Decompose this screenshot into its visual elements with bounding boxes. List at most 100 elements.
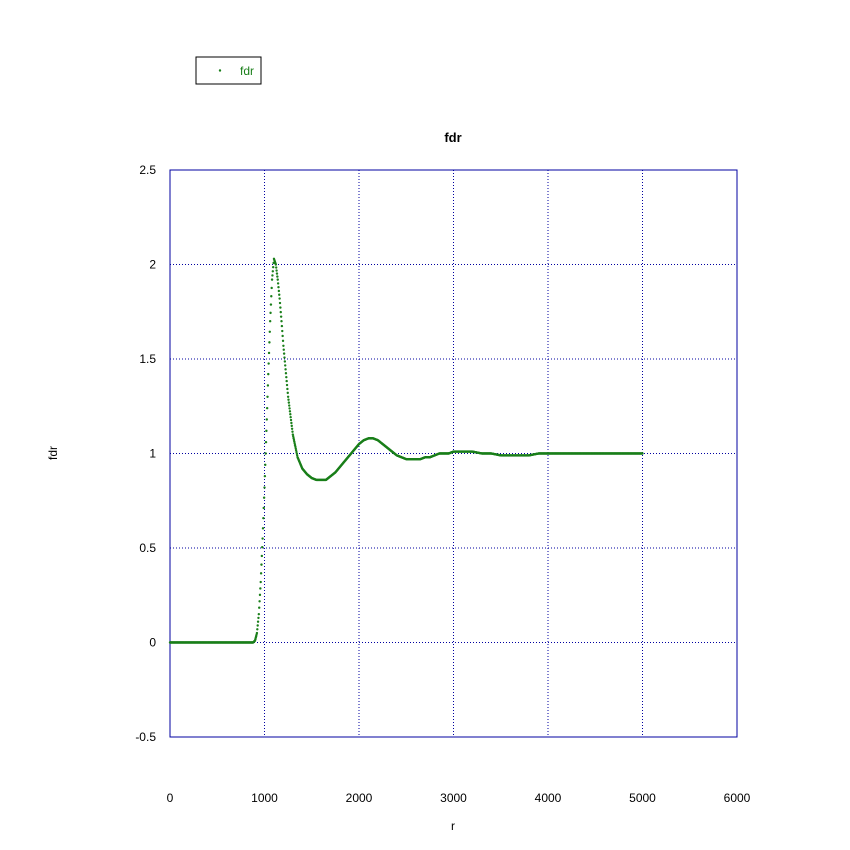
data-point <box>257 612 261 616</box>
data-point <box>263 474 267 478</box>
data-point <box>271 270 275 273</box>
data-point <box>282 348 285 351</box>
data-point <box>283 360 287 363</box>
data-point <box>278 297 281 300</box>
data-point <box>269 303 273 306</box>
y-tick-label: 0.5 <box>139 541 156 555</box>
data-point <box>267 351 271 355</box>
data-point <box>282 352 286 355</box>
y-tick-label: 2 <box>149 258 156 272</box>
data-point <box>258 600 261 603</box>
data-point <box>268 330 271 333</box>
data-point <box>278 301 282 305</box>
data-point <box>275 266 278 269</box>
data-point <box>284 364 287 367</box>
data-point <box>270 295 273 298</box>
data-point <box>271 274 274 277</box>
data-point <box>267 372 270 376</box>
data-point <box>261 527 265 530</box>
data-point <box>275 269 278 272</box>
data-point <box>280 320 283 323</box>
data-point <box>267 362 270 365</box>
data-point <box>256 624 259 627</box>
data-point <box>268 320 272 323</box>
y-tick-label: 1.5 <box>139 352 156 366</box>
chart-title: fdr <box>444 130 461 145</box>
data-point <box>258 593 262 597</box>
data-point <box>279 315 283 318</box>
data-point <box>288 410 292 413</box>
legend-label: fdr <box>240 64 254 78</box>
data-point <box>282 344 285 347</box>
data-point <box>289 413 292 416</box>
data-point <box>266 395 269 398</box>
data-point <box>283 356 286 359</box>
legend-marker <box>218 69 222 72</box>
x-tick-labels: 0 1000 2000 3000 4000 5000 6000 <box>167 791 751 805</box>
x-tick-label: 5000 <box>629 791 656 805</box>
data-point <box>263 486 266 489</box>
legend: fdr <box>195 56 262 85</box>
data-point <box>276 275 279 278</box>
data-point <box>264 452 267 455</box>
data-point <box>270 286 273 290</box>
data-point <box>291 430 294 433</box>
data-point <box>279 306 282 309</box>
data-point <box>268 341 271 344</box>
x-tick-label: 4000 <box>535 791 562 805</box>
y-tick-label: 1 <box>149 447 156 461</box>
data-point <box>281 329 284 333</box>
data-point <box>262 516 265 520</box>
data-point <box>259 580 262 584</box>
x-tick-label: 3000 <box>440 791 467 805</box>
data-point <box>281 334 284 338</box>
x-tick-label: 1000 <box>251 791 278 805</box>
data-point <box>259 572 263 575</box>
y-tick-label: -0.5 <box>135 730 156 744</box>
data-point <box>264 463 267 467</box>
data-point <box>284 368 287 371</box>
data-point <box>278 293 281 296</box>
data-point <box>271 265 275 269</box>
data-point <box>276 282 280 285</box>
data-point <box>285 379 288 383</box>
data-point <box>269 311 272 315</box>
data-point <box>266 384 270 387</box>
data-point <box>262 506 265 510</box>
data-point <box>285 375 288 379</box>
data-point <box>641 452 644 455</box>
legend-box <box>195 56 262 85</box>
x-tick-label: 6000 <box>724 791 751 805</box>
data-point <box>276 278 279 281</box>
data-point <box>290 421 293 425</box>
data-point <box>260 554 264 558</box>
data-point <box>264 440 268 444</box>
data-point <box>270 278 274 281</box>
data-point <box>257 616 260 620</box>
data-point <box>265 418 268 421</box>
x-axis-title: r <box>451 819 455 833</box>
data-point <box>256 620 260 623</box>
data-point <box>262 496 266 499</box>
data-point <box>286 391 289 395</box>
data-point <box>288 407 291 410</box>
plot-frame <box>169 169 738 738</box>
series-fdr <box>168 257 644 644</box>
y-tick-label: 0 <box>149 636 156 650</box>
data-point <box>261 537 264 540</box>
data-point <box>260 563 263 566</box>
y-tick-label: 2.5 <box>139 163 156 177</box>
data-point <box>286 395 290 398</box>
data-point <box>256 628 259 631</box>
data-point <box>284 372 288 375</box>
data-point <box>277 285 280 289</box>
y-axis-title: fdr <box>46 446 60 460</box>
data-point <box>290 427 294 430</box>
data-point <box>277 289 281 293</box>
data-point <box>279 310 282 314</box>
data-point <box>258 606 261 609</box>
data-point <box>281 339 285 343</box>
data-point <box>265 406 269 410</box>
